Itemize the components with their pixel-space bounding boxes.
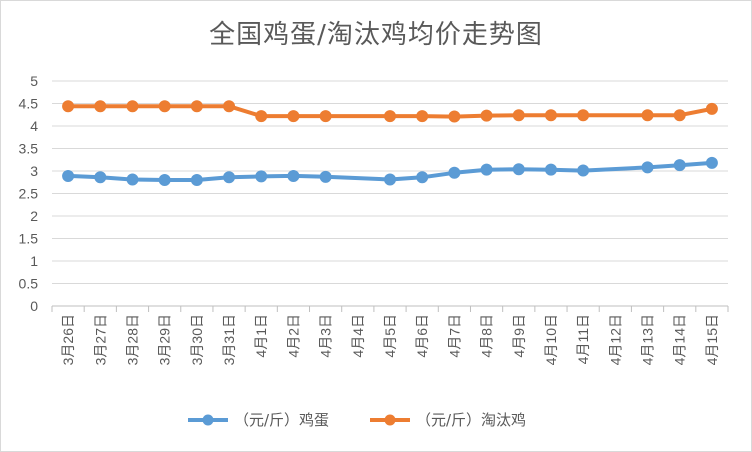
- x-tick-label: 3月26日: [60, 314, 76, 365]
- x-tick-label: 4月7日: [446, 314, 462, 358]
- x-tick-label: 4月8日: [479, 314, 495, 358]
- y-tick-label: 0.5: [19, 276, 39, 292]
- data-point: [255, 170, 268, 183]
- data-point: [287, 169, 300, 182]
- legend-marker: [202, 414, 214, 426]
- x-tick-label: 4月10日: [543, 314, 559, 365]
- x-tick-label: 4月13日: [640, 314, 656, 365]
- x-tick-label: 4月12日: [607, 314, 623, 365]
- data-point: [544, 163, 557, 176]
- data-point: [416, 171, 429, 184]
- legend: （元/斤）鸡蛋 （元/斤）淘汰鸡: [188, 411, 526, 429]
- data-point: [641, 109, 654, 122]
- x-tick-label: 4月1日: [253, 314, 269, 358]
- data-point: [126, 173, 139, 186]
- data-point: [705, 156, 718, 169]
- data-point: [319, 110, 332, 123]
- x-tick-label: 3月30日: [189, 314, 205, 365]
- data-point: [673, 109, 686, 122]
- x-tick-label: 3月29日: [157, 314, 173, 365]
- data-point: [62, 100, 75, 113]
- y-tick-label: 2: [30, 208, 38, 224]
- axes: 0 0.5 1 1.5 2 2.5 3 3.5 4 4.5 5 3月26日 3月27日 3月28日 3月29…: [19, 73, 729, 365]
- data-point: [384, 173, 396, 186]
- data-point: [223, 171, 236, 184]
- data-point: [126, 100, 139, 113]
- series-layer: [62, 100, 718, 186]
- data-point: [577, 109, 590, 122]
- data-point: [158, 100, 171, 113]
- data-point: [544, 109, 557, 122]
- data-point: [448, 166, 461, 179]
- data-point: [641, 161, 654, 174]
- data-point: [94, 171, 107, 184]
- x-tick-label: 4月4日: [350, 314, 366, 358]
- x-tick-label: 4月3日: [318, 314, 334, 358]
- x-tick-label: 4月14日: [672, 314, 688, 365]
- legend-label: （元/斤）淘汰鸡: [416, 411, 526, 429]
- y-tick-label: 4.5: [19, 96, 39, 112]
- y-tick-label: 4: [30, 118, 38, 134]
- legend-label: （元/斤）鸡蛋: [234, 411, 329, 429]
- y-tick-label: 1: [30, 253, 38, 269]
- data-point: [705, 102, 718, 115]
- data-point: [577, 164, 590, 177]
- data-point: [62, 169, 75, 182]
- data-point: [94, 100, 107, 113]
- legend-marker: [384, 414, 396, 426]
- y-tick-label: 0: [30, 298, 38, 314]
- data-point: [480, 109, 493, 122]
- data-point: [416, 110, 429, 123]
- y-tick-label: 2.5: [19, 186, 39, 202]
- data-point: [255, 110, 268, 123]
- x-tick-label: 3月28日: [124, 314, 140, 365]
- x-tick-label: 3月27日: [92, 314, 108, 365]
- y-tick-label: 3: [30, 163, 38, 179]
- x-tick-label: 4月6日: [414, 314, 430, 358]
- x-tick-label: 4月2日: [285, 314, 301, 358]
- x-tick-label: 4月11日: [575, 314, 591, 364]
- chart-title: 全国鸡蛋/淘汰鸡均价走势图: [209, 20, 543, 50]
- y-tick-label: 3.5: [19, 141, 39, 157]
- data-point: [319, 170, 332, 183]
- x-tick-label: 4月5日: [382, 314, 398, 358]
- data-point: [480, 163, 493, 176]
- x-tick-label: 4月9日: [511, 314, 527, 358]
- data-point: [190, 174, 203, 186]
- y-tick-label: 1.5: [19, 231, 39, 247]
- data-point: [673, 159, 686, 172]
- data-point: [287, 110, 300, 123]
- data-point: [384, 110, 396, 123]
- data-point: [158, 174, 171, 186]
- data-point: [223, 100, 236, 113]
- data-point: [512, 109, 525, 122]
- y-tick-label: 5: [30, 73, 38, 89]
- data-point: [190, 100, 203, 113]
- x-tick-label: 4月15日: [704, 314, 720, 365]
- x-tick-label: 3月31日: [221, 314, 237, 365]
- data-point: [448, 110, 461, 123]
- data-point: [512, 163, 525, 176]
